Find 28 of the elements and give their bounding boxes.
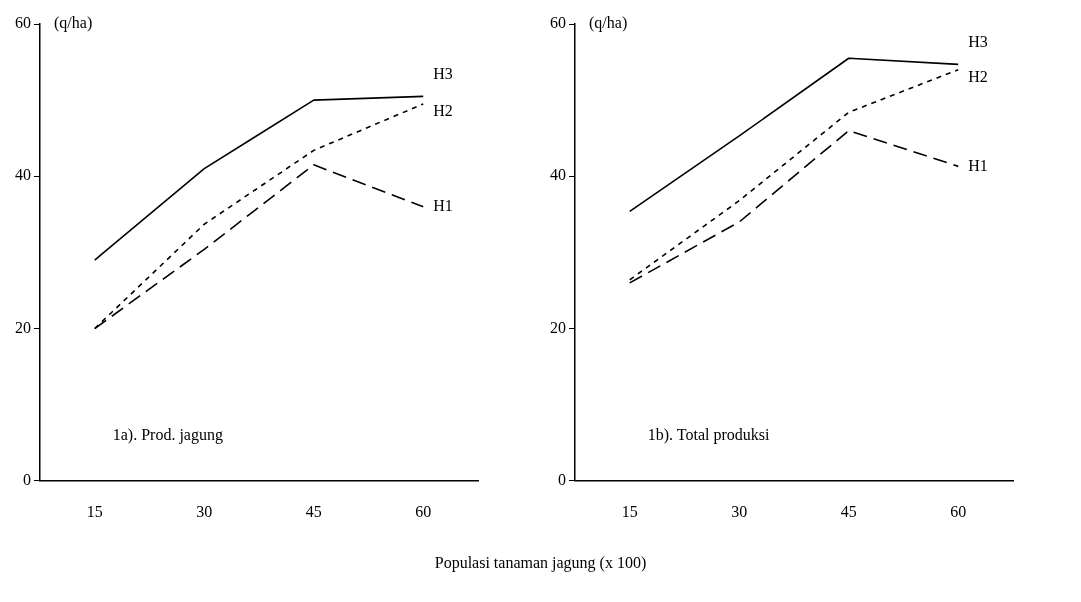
y-tick-label: 0	[558, 471, 566, 488]
y-tick-label: 20	[15, 318, 31, 336]
x-tick-label: 45	[305, 502, 322, 520]
y-tick-label: 40	[15, 166, 31, 184]
x-tick-label: 45	[840, 502, 857, 520]
y-tick-label: 40	[550, 166, 566, 184]
y-tick-label: 60	[550, 14, 566, 32]
x-axis-title: Populasi tanaman jagung (x 100)	[433, 554, 648, 572]
y-axis-title: (q/ha)	[589, 14, 628, 33]
series-label: H3	[968, 32, 988, 50]
text: 1b). Total produksi	[647, 426, 770, 444]
x-tick-label: 15	[86, 502, 103, 520]
y-tick-label: 0	[23, 471, 31, 488]
series-label: H3	[433, 64, 453, 82]
series-label: H2	[433, 102, 453, 120]
y-tick-label: 20	[550, 318, 566, 336]
y-tick-label: 60	[15, 14, 31, 32]
series-label: H2	[968, 67, 988, 85]
y-axis-title: (q/ha)	[54, 14, 93, 33]
line-series	[628, 68, 960, 281]
series-label: H1	[433, 196, 453, 214]
series-label: H1	[968, 156, 988, 174]
text: 1a). Prod. jagung	[112, 426, 223, 444]
x-tick-label: 30	[196, 502, 213, 520]
x-tick-label: 60	[415, 502, 432, 520]
x-tick-label: 15	[621, 502, 638, 520]
x-tick-label: 60	[950, 502, 967, 520]
x-tick-label: 30	[731, 502, 748, 520]
